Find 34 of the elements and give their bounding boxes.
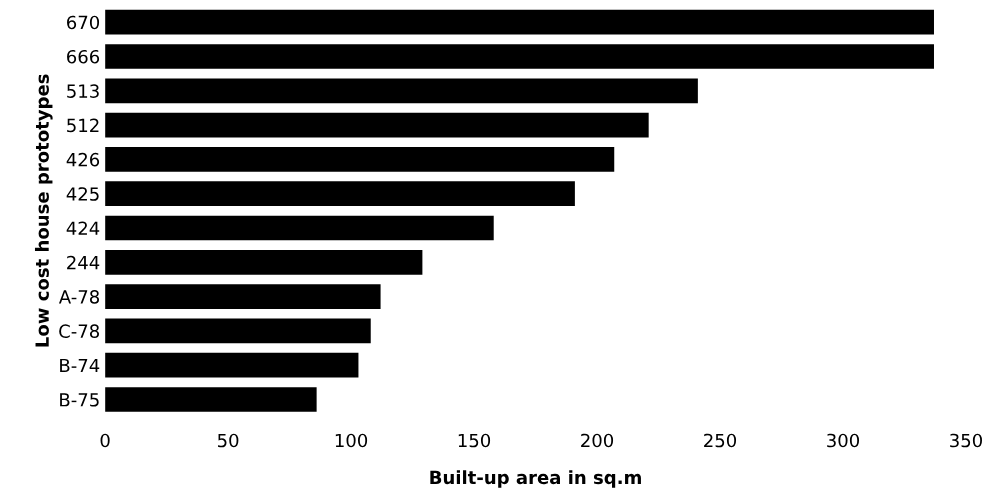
bar xyxy=(105,284,381,309)
bar xyxy=(105,78,698,104)
x-tick-label: 50 xyxy=(217,433,239,448)
bar xyxy=(105,249,423,275)
bar xyxy=(105,215,494,241)
y-tick-label: 670 xyxy=(67,15,100,30)
bar xyxy=(105,147,615,172)
x-tick-label: 200 xyxy=(581,433,614,448)
y-tick-label: 513 xyxy=(67,84,99,98)
x-tick-label: 300 xyxy=(827,433,860,448)
y-tick-label: 425 xyxy=(66,187,99,201)
bar xyxy=(105,352,359,378)
bar xyxy=(105,318,371,344)
y-axis-title: Low cost house prototypes xyxy=(34,74,53,347)
y-tick-label: 512 xyxy=(67,118,99,133)
x-tick-label: 0 xyxy=(100,433,110,448)
x-tick-label: 350 xyxy=(950,433,982,448)
y-tick-label: B-75 xyxy=(60,393,99,407)
y-tick-label: B-74 xyxy=(60,358,100,373)
y-tick-label: A-78 xyxy=(58,290,100,304)
y-tick-label: 244 xyxy=(67,255,100,270)
y-tick-label: C-78 xyxy=(59,324,100,339)
bar xyxy=(105,387,317,412)
x-tick-label: 100 xyxy=(335,433,368,448)
x-tick-label: 150 xyxy=(458,433,491,448)
y-tick-label: 426 xyxy=(66,152,100,167)
bar xyxy=(105,9,934,35)
bar xyxy=(105,112,649,138)
y-tick-label: 424 xyxy=(66,221,100,235)
x-tick-label: 250 xyxy=(704,433,737,448)
bar xyxy=(105,181,575,207)
y-tick-label: 666 xyxy=(67,49,100,64)
bar xyxy=(105,44,934,69)
x-axis-title: Built-up area in sq.m xyxy=(430,470,641,488)
